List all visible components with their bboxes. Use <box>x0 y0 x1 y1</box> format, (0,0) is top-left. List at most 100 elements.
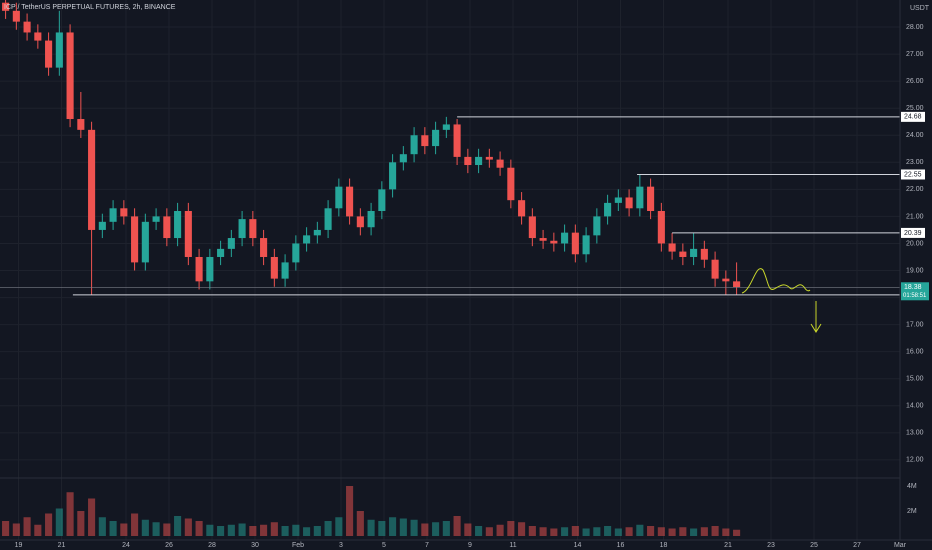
candle-body <box>389 162 397 190</box>
candle-body <box>356 216 364 228</box>
volume-bar <box>88 498 96 536</box>
candle-body <box>270 256 278 279</box>
x-tick-label: 3 <box>339 542 343 549</box>
candle-body <box>507 167 515 201</box>
last-price-box <box>901 282 929 301</box>
y-tick-label: 16.00 <box>906 349 924 356</box>
volume-bar <box>389 517 397 536</box>
candle-body <box>496 159 504 168</box>
volume-bar <box>335 517 343 536</box>
volume-bar <box>464 523 472 536</box>
volume-bar <box>507 521 515 536</box>
x-tick-label: 18 <box>660 542 668 549</box>
volume-bar <box>131 513 139 536</box>
volume-bar <box>281 526 289 536</box>
x-tick-label: 7 <box>425 542 429 549</box>
volume-bar <box>227 524 235 536</box>
volume-bar <box>152 522 160 536</box>
volume-bar <box>442 521 450 536</box>
y-tick-label: 23.00 <box>906 159 924 166</box>
volume-bar <box>690 528 698 536</box>
y-tick-label: 20.00 <box>906 240 924 247</box>
volume-bar <box>475 526 483 536</box>
candle-body <box>636 186 644 209</box>
candle-body <box>528 216 536 239</box>
volume-bar <box>733 529 741 536</box>
candle-body <box>184 211 192 257</box>
candle-body <box>34 32 42 41</box>
candle-body <box>647 186 655 212</box>
candle-body <box>260 238 268 257</box>
candle-body <box>152 216 160 222</box>
y-tick-label: 26.00 <box>906 78 924 85</box>
volume-bar <box>45 513 53 536</box>
volume-bar <box>668 528 676 536</box>
volume-bar <box>195 521 203 536</box>
volume-bar <box>206 524 214 536</box>
volume-bar <box>399 518 407 536</box>
x-tick-label: 9 <box>468 542 472 549</box>
x-tick-label: 14 <box>574 542 582 549</box>
volume-bar <box>141 519 149 536</box>
candle-body <box>303 235 311 244</box>
x-tick-label: 26 <box>165 542 173 549</box>
volume-bar <box>528 526 536 536</box>
candle-body <box>55 32 63 68</box>
y-tick-label: 27.00 <box>906 51 924 58</box>
y-tick-label: 21.00 <box>906 213 924 220</box>
volume-bar <box>184 518 192 536</box>
volume-bar <box>722 528 730 536</box>
volume-bar <box>120 523 128 536</box>
level-label-box <box>901 227 925 238</box>
candle-body <box>679 251 687 257</box>
y-tick-label: 15.00 <box>906 376 924 383</box>
candle-body <box>238 219 246 239</box>
volume-bar <box>518 522 526 536</box>
candle-body <box>421 135 429 147</box>
countdown-label: 01:58:51 <box>903 293 927 299</box>
volume-bar <box>249 526 257 536</box>
volume-bar <box>77 511 85 536</box>
x-tick-label: 16 <box>617 542 625 549</box>
candle-body <box>485 156 493 160</box>
x-tick-label: 30 <box>251 542 259 549</box>
candle-body <box>141 221 149 263</box>
level-label-box <box>901 111 925 122</box>
candle-body <box>281 262 289 279</box>
x-tick-label: 28 <box>208 542 216 549</box>
candle-body <box>378 189 386 212</box>
volume-bar <box>614 528 622 536</box>
candle-body <box>475 156 483 166</box>
volume-bar <box>636 524 644 536</box>
volume-bar <box>12 523 20 536</box>
candle-body <box>109 208 117 222</box>
volume-bar <box>346 486 354 536</box>
y-tick-label: 24.00 <box>906 132 924 139</box>
y-tick-label: 25.00 <box>906 105 924 112</box>
volume-bar <box>496 524 504 536</box>
candle-body <box>733 281 741 288</box>
x-tick-label: 27 <box>853 542 861 549</box>
candle-body <box>292 243 300 263</box>
candle-body <box>614 197 622 203</box>
x-tick-label: 5 <box>382 542 386 549</box>
volume-bar <box>367 519 375 536</box>
x-tick-label: 11 <box>509 542 516 549</box>
candle-body <box>432 129 440 147</box>
x-tick-label: 24 <box>122 542 130 549</box>
candle-body <box>442 124 450 130</box>
drawn-scenario <box>741 268 811 294</box>
candle-body <box>593 216 601 236</box>
level-label-box <box>901 169 925 180</box>
x-tick-label: Mar <box>894 542 907 549</box>
volume-tick-label: 4M <box>907 483 917 490</box>
volume-bar <box>571 526 579 536</box>
candle-body <box>561 232 569 244</box>
candle-body <box>550 240 558 244</box>
candle-body <box>711 259 719 279</box>
candle-body <box>88 129 96 230</box>
volume-bar <box>238 523 246 536</box>
candle-body <box>668 243 676 252</box>
x-tick-label: 23 <box>767 542 775 549</box>
